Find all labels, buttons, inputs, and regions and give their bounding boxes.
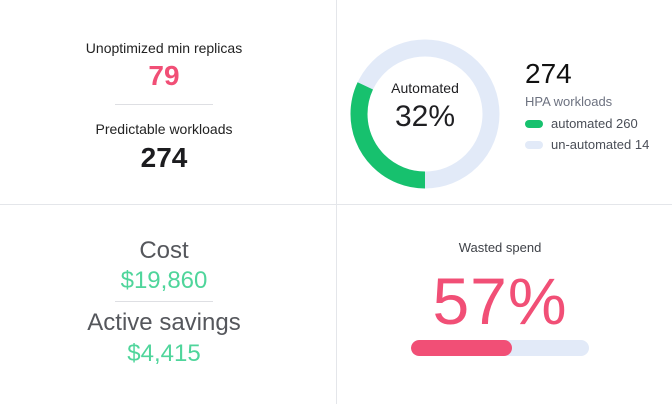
automation-donut-chart: [350, 39, 500, 189]
cost-value: $19,860: [120, 267, 208, 294]
hpa-workloads-subtitle: HPA workloads: [525, 94, 613, 109]
donut-automated-arc: [350, 39, 500, 189]
donut-center-percent: 32%: [394, 100, 456, 133]
wasted-spend-panel: Wasted spend 57%: [336, 205, 672, 404]
unoptimized-replicas-value: 79: [148, 60, 180, 91]
active-savings-label: Active savings: [87, 309, 241, 336]
cost-label: Cost: [139, 237, 189, 264]
horizontal-divider: [0, 204, 672, 205]
vertical-divider: [336, 0, 337, 404]
wasted-spend-label: Wasted spend: [458, 240, 542, 255]
cost-separator: [115, 301, 213, 302]
legend-swatch-unautomated: [525, 140, 543, 149]
replicas-panel: Unoptimized min replicas 79 Predictable …: [0, 0, 336, 204]
predictable-workloads-label: Predictable workloads: [95, 121, 233, 137]
automation-panel: Automated 32% 274 HPA workloads automate…: [336, 0, 672, 204]
replicas-separator: [115, 104, 213, 105]
wasted-spend-bar: [411, 340, 589, 356]
predictable-workloads-value: 274: [140, 142, 188, 173]
hpa-workloads-total: 274: [525, 58, 572, 89]
unoptimized-replicas-label: Unoptimized min replicas: [85, 40, 243, 56]
legend-label-automated: automated 260: [551, 116, 638, 131]
legend-item-unautomated: un-automated 14: [525, 137, 649, 152]
cost-savings-panel: Cost $19,860 Active savings $4,415: [0, 205, 336, 404]
donut-center-label: Automated: [391, 80, 459, 96]
wasted-spend-percent: 57%: [432, 264, 568, 338]
legend-item-automated: automated 260: [525, 116, 638, 131]
legend-label-unautomated: un-automated 14: [551, 137, 650, 152]
legend-swatch-automated: [525, 119, 543, 128]
wasted-spend-bar-fill: [411, 340, 513, 356]
active-savings-value: $4,415: [127, 340, 201, 367]
